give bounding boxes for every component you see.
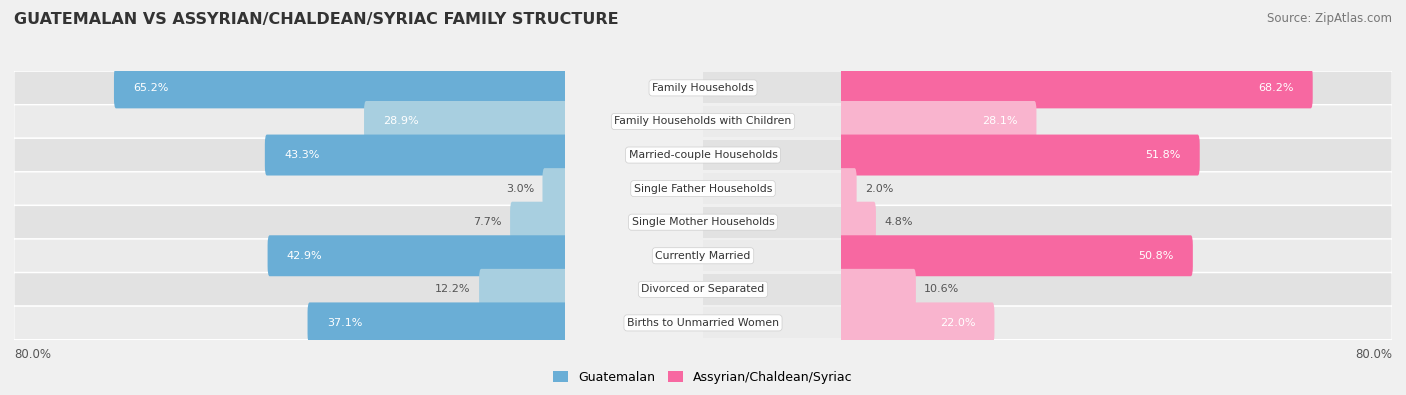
FancyBboxPatch shape (839, 235, 1192, 276)
Text: 80.0%: 80.0% (1355, 348, 1392, 361)
Text: 22.0%: 22.0% (939, 318, 976, 328)
Text: Currently Married: Currently Married (655, 251, 751, 261)
Text: Source: ZipAtlas.com: Source: ZipAtlas.com (1267, 12, 1392, 25)
Text: 10.6%: 10.6% (924, 284, 959, 294)
FancyBboxPatch shape (14, 239, 565, 273)
FancyBboxPatch shape (14, 274, 565, 305)
FancyBboxPatch shape (841, 106, 1392, 137)
FancyBboxPatch shape (841, 207, 1392, 238)
FancyBboxPatch shape (839, 303, 994, 343)
FancyBboxPatch shape (14, 106, 565, 137)
Text: 3.0%: 3.0% (506, 184, 534, 194)
FancyBboxPatch shape (703, 106, 841, 137)
FancyBboxPatch shape (14, 240, 565, 271)
FancyBboxPatch shape (14, 207, 565, 238)
FancyBboxPatch shape (703, 173, 841, 204)
FancyBboxPatch shape (841, 71, 1392, 105)
FancyBboxPatch shape (703, 307, 841, 339)
Text: 42.9%: 42.9% (287, 251, 322, 261)
FancyBboxPatch shape (543, 168, 567, 209)
FancyBboxPatch shape (14, 138, 565, 172)
FancyBboxPatch shape (14, 307, 565, 339)
FancyBboxPatch shape (703, 274, 841, 305)
FancyBboxPatch shape (841, 239, 1392, 273)
FancyBboxPatch shape (841, 273, 1392, 306)
FancyBboxPatch shape (839, 202, 876, 243)
FancyBboxPatch shape (264, 135, 567, 175)
Text: Family Households with Children: Family Households with Children (614, 117, 792, 126)
FancyBboxPatch shape (14, 273, 565, 306)
FancyBboxPatch shape (703, 240, 841, 271)
FancyBboxPatch shape (839, 68, 1313, 108)
FancyBboxPatch shape (841, 240, 1392, 271)
Legend: Guatemalan, Assyrian/Chaldean/Syriac: Guatemalan, Assyrian/Chaldean/Syriac (548, 366, 858, 389)
FancyBboxPatch shape (14, 71, 565, 105)
FancyBboxPatch shape (839, 101, 1036, 142)
Text: 80.0%: 80.0% (14, 348, 51, 361)
FancyBboxPatch shape (841, 307, 1392, 339)
FancyBboxPatch shape (114, 68, 567, 108)
Text: 68.2%: 68.2% (1258, 83, 1294, 93)
FancyBboxPatch shape (14, 172, 565, 205)
FancyBboxPatch shape (703, 139, 841, 171)
Text: 37.1%: 37.1% (326, 318, 363, 328)
FancyBboxPatch shape (308, 303, 567, 343)
FancyBboxPatch shape (839, 135, 1199, 175)
FancyBboxPatch shape (841, 139, 1392, 171)
FancyBboxPatch shape (364, 101, 567, 142)
Text: Married-couple Households: Married-couple Households (628, 150, 778, 160)
FancyBboxPatch shape (14, 306, 565, 340)
FancyBboxPatch shape (479, 269, 567, 310)
Text: Single Mother Households: Single Mother Households (631, 217, 775, 227)
FancyBboxPatch shape (841, 72, 1392, 103)
FancyBboxPatch shape (841, 173, 1392, 204)
FancyBboxPatch shape (839, 168, 856, 209)
FancyBboxPatch shape (14, 72, 565, 103)
FancyBboxPatch shape (841, 306, 1392, 340)
FancyBboxPatch shape (839, 269, 915, 310)
Text: 12.2%: 12.2% (436, 284, 471, 294)
Text: 2.0%: 2.0% (865, 184, 893, 194)
FancyBboxPatch shape (14, 205, 565, 239)
FancyBboxPatch shape (510, 202, 567, 243)
Text: 43.3%: 43.3% (284, 150, 319, 160)
Text: Single Father Households: Single Father Households (634, 184, 772, 194)
FancyBboxPatch shape (267, 235, 567, 276)
FancyBboxPatch shape (14, 105, 565, 138)
Text: 28.9%: 28.9% (384, 117, 419, 126)
Text: Divorced or Separated: Divorced or Separated (641, 284, 765, 294)
Text: GUATEMALAN VS ASSYRIAN/CHALDEAN/SYRIAC FAMILY STRUCTURE: GUATEMALAN VS ASSYRIAN/CHALDEAN/SYRIAC F… (14, 12, 619, 27)
FancyBboxPatch shape (841, 274, 1392, 305)
FancyBboxPatch shape (703, 207, 841, 238)
Text: Family Households: Family Households (652, 83, 754, 93)
FancyBboxPatch shape (841, 138, 1392, 172)
Text: 4.8%: 4.8% (884, 217, 912, 227)
Text: 28.1%: 28.1% (981, 117, 1017, 126)
FancyBboxPatch shape (841, 105, 1392, 138)
Text: 65.2%: 65.2% (134, 83, 169, 93)
Text: 7.7%: 7.7% (474, 217, 502, 227)
FancyBboxPatch shape (14, 139, 565, 171)
FancyBboxPatch shape (14, 173, 565, 204)
Text: Births to Unmarried Women: Births to Unmarried Women (627, 318, 779, 328)
Text: 51.8%: 51.8% (1144, 150, 1181, 160)
FancyBboxPatch shape (841, 205, 1392, 239)
Text: 50.8%: 50.8% (1139, 251, 1174, 261)
FancyBboxPatch shape (841, 172, 1392, 205)
FancyBboxPatch shape (703, 72, 841, 103)
